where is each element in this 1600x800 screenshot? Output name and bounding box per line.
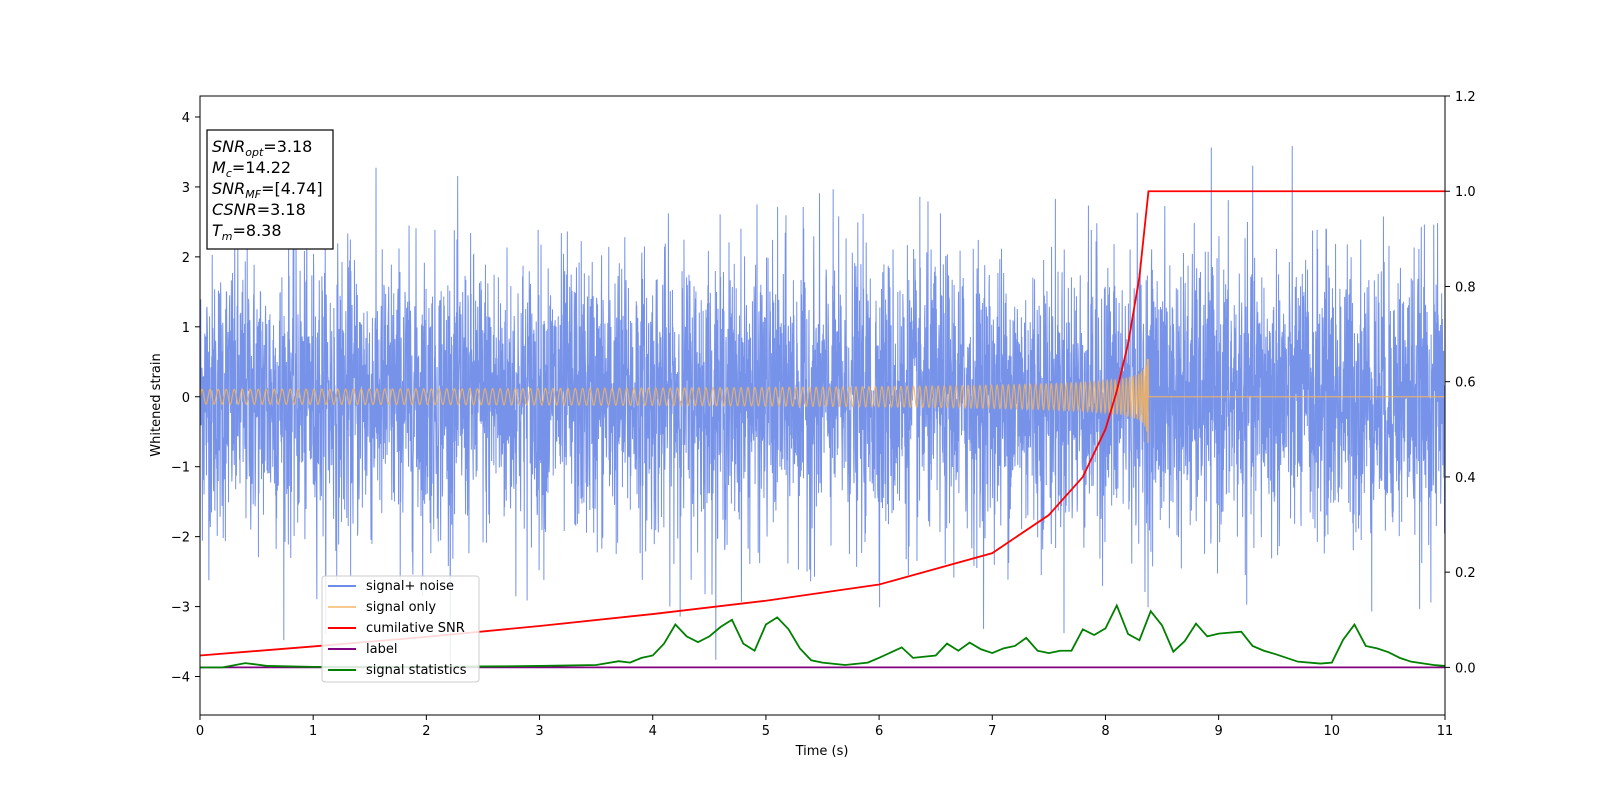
- x-tick-label: 4: [649, 724, 657, 739]
- legend-entry: signal+ noise: [366, 579, 454, 594]
- legend-frame: [321, 575, 480, 683]
- y-right-tick-label: 0.0: [1455, 661, 1476, 676]
- annotation-line: Tm=8.38: [212, 221, 282, 243]
- y-left-tick-label: 3: [182, 181, 190, 196]
- y-left-tick-label: −1: [171, 461, 190, 476]
- y-axis-right: 1.2 1.0 0.8 0.6 0.4 0.2 0.0: [1445, 90, 1476, 676]
- x-tick-label: 2: [422, 724, 430, 739]
- y-left-tick-label: 2: [182, 251, 190, 266]
- x-axis: 0 1 2 3 4 5 6 7 8 9 10 11: [196, 715, 1453, 739]
- legend-entry: signal statistics: [366, 663, 467, 678]
- y-right-tick-label: 0.4: [1455, 471, 1476, 486]
- x-tick-label: 8: [1101, 724, 1109, 739]
- y-left-tick-label: 1: [182, 321, 190, 336]
- annotation-box: SNRopt=3.18Mc=14.22SNRMF=[4.74]CSNR=3.18…: [206, 129, 334, 250]
- x-tick-label: 1: [309, 724, 317, 739]
- annotation-line: SNRopt=3.18: [212, 137, 312, 159]
- y-right-tick-label: 1.2: [1455, 90, 1476, 105]
- x-tick-label: 9: [1214, 724, 1222, 739]
- x-axis-label: Time (s): [795, 744, 849, 759]
- x-tick-label: 7: [988, 724, 996, 739]
- x-tick-label: 3: [535, 724, 543, 739]
- y-axis-left: 4 3 2 1 0 −1 −2 −3 −4: [171, 111, 200, 686]
- y-right-tick-label: 0.8: [1455, 280, 1476, 295]
- annotation-line: Mc=14.22: [212, 158, 291, 180]
- x-tick-label: 5: [762, 724, 770, 739]
- y-axis-label: Whitened strain: [149, 353, 164, 456]
- x-tick-label: 6: [875, 724, 883, 739]
- x-tick-label: 0: [196, 724, 204, 739]
- y-left-tick-label: −2: [171, 531, 190, 546]
- annotation-box-frame: [206, 129, 334, 250]
- y-left-tick-label: 0: [182, 391, 190, 406]
- y-right-tick-label: 0.6: [1455, 376, 1476, 391]
- legend-entry: cumilative SNR: [366, 621, 465, 636]
- y-left-tick-label: −4: [171, 671, 190, 686]
- series-cumilative-SNR-line: [200, 190, 1445, 657]
- plot-frame: [199, 95, 1446, 716]
- legend: signal+ noise signal only cumilative SNR la…: [321, 575, 480, 683]
- x-tick-label: 11: [1437, 724, 1454, 739]
- legend-entry: signal only: [366, 600, 436, 615]
- annotation-line: SNRMF=[4.74]: [212, 179, 323, 201]
- x-tick-label: 10: [1324, 724, 1341, 739]
- series-signal-noise-line: [200, 146, 1445, 679]
- series-signal-only-line: [200, 358, 1445, 443]
- y-right-tick-label: 1.0: [1455, 185, 1476, 200]
- y-right-tick-label: 0.2: [1455, 566, 1476, 581]
- annotation-line: CSNR=3.18: [212, 200, 306, 219]
- series-signal-statistics-line: [200, 603, 1445, 669]
- y-left-tick-label: 4: [182, 111, 190, 126]
- y-left-tick-label: −3: [171, 601, 190, 616]
- legend-entry: label: [366, 642, 397, 657]
